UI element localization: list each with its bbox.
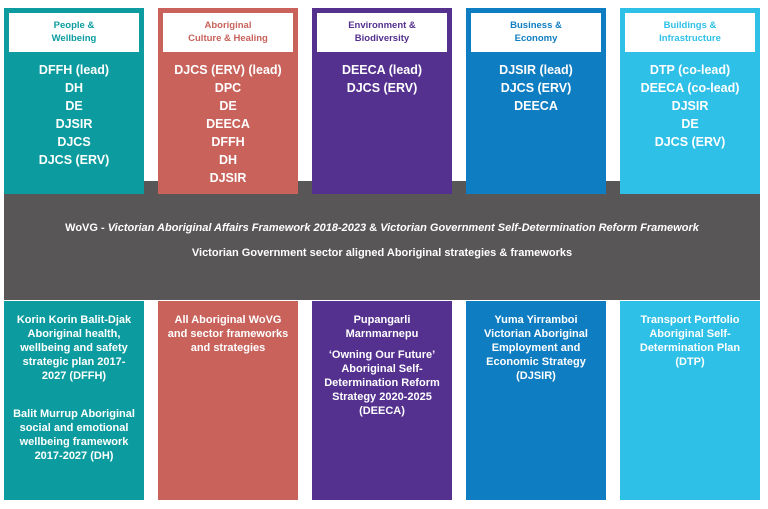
strategy-item: Transport Portfolio Aboriginal Self-Dete… (639, 314, 741, 368)
strategy-box-environment-biodiversity: Pupangarli Marnmarnepu ‘Owning Our Future… (312, 301, 452, 500)
strategy-item: Korin Korin Balit-Djak Aboriginal health… (16, 314, 132, 382)
strategy-item: Pupangarli Marnmarnepu (345, 314, 419, 340)
band-line-1: WoVG - Victorian Aboriginal Affairs Fram… (55, 222, 709, 234)
agency-item: DEECA (514, 99, 558, 113)
agency-item: DJCS (ERV) (38, 153, 110, 167)
agency-list: DJCS (ERV) (lead) DPC DE DEECA DFFH DH DJSIR (158, 52, 298, 187)
band-line-1-prefix: WoVG - (65, 222, 108, 234)
strategies-row: Korin Korin Balit-Djak Aboriginal health… (4, 301, 760, 500)
pillar-title: Business & Economy (510, 19, 562, 44)
agency-list: DEECA (lead) DJCS (ERV) (312, 52, 452, 97)
strategy-item: Yuma Yirramboi Victorian Aboriginal Empl… (484, 314, 588, 382)
agency-list: DJSIR (lead) DJCS (ERV) DEECA (466, 52, 606, 115)
band-line-1-ampersand: & (366, 222, 381, 234)
strategy-box-aboriginal-culture-healing: All Aboriginal WoVG and sector framework… (158, 301, 298, 500)
agency-item: DE (681, 117, 699, 131)
agency-item: DEECA (co-lead) (640, 81, 740, 95)
pillar-environment-biodiversity: Environment & Biodiversity DEECA (lead) D… (312, 8, 452, 194)
agency-item: DE (219, 99, 237, 113)
agency-item: DJSIR (209, 171, 247, 185)
pillar-title: Environment & Biodiversity (348, 19, 416, 44)
strategy-box-buildings-infrastructure: Transport Portfolio Aboriginal Self-Dete… (620, 301, 760, 500)
strategy-box-people-wellbeing: Korin Korin Balit-Djak Aboriginal health… (4, 301, 144, 500)
agency-item: DJCS (ERV) (lead) (174, 63, 282, 77)
pillar-people-wellbeing: People & Wellbeing DFFH (lead) DH DE DJSIR D… (4, 8, 144, 194)
pillar-header: People & Wellbeing (9, 13, 139, 52)
agency-item: DH (64, 81, 84, 95)
pillar-title: People & Wellbeing (51, 19, 97, 44)
pillars-row: People & Wellbeing DFFH (lead) DH DE DJSIR D… (4, 8, 760, 194)
agency-item: DJCS (ERV) (654, 135, 726, 149)
pillar-header: Business & Economy (471, 13, 601, 52)
agency-list: DTP (co-lead) DEECA (co-lead) DJSIR DE DJCS … (620, 52, 760, 151)
agency-item: DEECA (lead) (341, 63, 423, 77)
agency-item: DTP (co-lead) (649, 63, 731, 77)
wovg-band: WoVG - Victorian Aboriginal Affairs Fram… (4, 181, 760, 300)
agency-list: DFFH (lead) DH DE DJSIR DJCS DJCS (ERV) (4, 52, 144, 169)
agency-item: DJCS (57, 135, 91, 149)
strategy-item: All Aboriginal WoVG and sector framework… (167, 314, 289, 354)
pillar-business-economy: Business & Economy DJSIR (lead) DJCS (ERV… (466, 8, 606, 194)
agency-item: DEECA (206, 117, 250, 131)
strategy-box-business-economy: Yuma Yirramboi Victorian Aboriginal Empl… (466, 301, 606, 500)
pillar-header: Buildings & Infrastructure (625, 13, 755, 52)
agency-item: DFFH (lead) (38, 63, 110, 77)
band-line-2: Victorian Government sector aligned Abor… (191, 247, 573, 259)
agency-item: DJCS (ERV) (500, 81, 572, 95)
agency-item: DPC (214, 81, 242, 95)
pillar-title: Buildings & Infrastructure (659, 19, 721, 44)
pillar-header: Aboriginal Culture & Healing (163, 13, 293, 52)
strategy-item: ‘Owning Our Future’ Aboriginal Self-Dete… (324, 349, 440, 417)
pillar-buildings-infrastructure: Buildings & Infrastructure DTP (co-lead)… (620, 8, 760, 194)
pillar-title: Aboriginal Culture & Healing (188, 19, 268, 44)
agency-item: DE (65, 99, 83, 113)
band-line-1-framework-1: Victorian Aboriginal Affairs Framework 2… (107, 222, 367, 234)
pillar-header: Environment & Biodiversity (317, 13, 447, 52)
agency-item: DFFH (211, 135, 245, 149)
strategy-item: Balit Murrup Aboriginal social and emoti… (13, 408, 135, 462)
agency-item: DJSIR (55, 117, 93, 131)
agency-item: DH (218, 153, 238, 167)
agency-item: DJSIR (671, 99, 709, 113)
agency-item: DJCS (ERV) (346, 81, 418, 95)
band-line-1-framework-2: Victorian Government Self-Determination … (380, 222, 699, 234)
pillar-aboriginal-culture-healing: Aboriginal Culture & Healing DJCS (ERV) … (158, 8, 298, 194)
agency-item: DJSIR (lead) (499, 63, 573, 77)
